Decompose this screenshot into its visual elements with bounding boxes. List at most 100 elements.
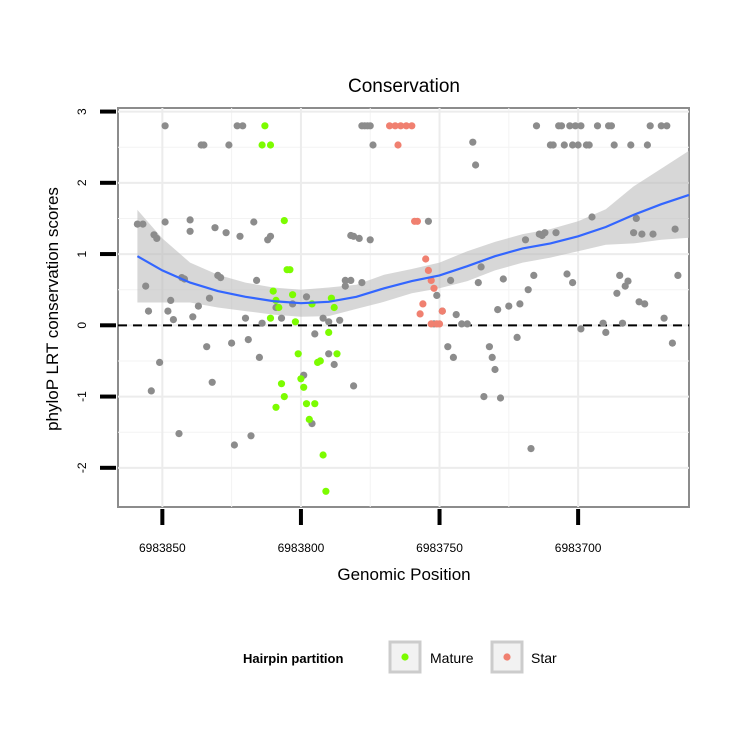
- data-point-other: [186, 216, 194, 224]
- data-point-mature: [258, 141, 266, 149]
- confidence-band: [137, 150, 689, 317]
- data-point-other: [463, 320, 471, 328]
- data-point-other: [203, 343, 211, 351]
- data-point-other: [577, 122, 585, 130]
- data-point-other: [133, 220, 141, 228]
- data-point-star: [402, 122, 410, 130]
- data-point-other: [627, 141, 635, 149]
- legend-marker-mature: [401, 653, 409, 661]
- data-point-star: [422, 255, 430, 263]
- data-point-mature: [280, 217, 288, 225]
- data-point-other: [491, 365, 499, 374]
- data-point-other: [208, 378, 216, 386]
- data-point-other: [646, 122, 654, 130]
- data-point-other: [167, 296, 175, 304]
- data-point-mature: [266, 141, 275, 149]
- data-point-other: [189, 313, 197, 321]
- data-point-other: [153, 234, 161, 242]
- data-point-other: [566, 122, 574, 130]
- data-point-other: [369, 141, 377, 149]
- data-point-other: [311, 330, 319, 338]
- data-point-other: [350, 382, 358, 390]
- legend-item-mature: Mature: [388, 640, 474, 674]
- data-point-other: [358, 279, 366, 287]
- y-tick-label: -1: [75, 391, 89, 402]
- data-point-other: [228, 339, 236, 347]
- data-point-other: [447, 276, 455, 284]
- data-point-other: [194, 302, 202, 310]
- data-point-other: [355, 234, 363, 242]
- data-point-other: [485, 343, 493, 351]
- data-point-other: [350, 232, 358, 240]
- data-point-other: [449, 353, 457, 361]
- data-point-other: [266, 232, 275, 240]
- data-point-other: [255, 353, 263, 361]
- data-point-mature: [305, 415, 313, 423]
- data-point-other: [230, 441, 238, 449]
- data-point-other: [560, 141, 568, 149]
- data-point-mature: [272, 403, 280, 411]
- data-point-star: [427, 320, 435, 328]
- data-point-other: [217, 274, 225, 282]
- data-point-other: [496, 394, 505, 402]
- plot-panel: [117, 107, 690, 508]
- data-point-other: [200, 141, 208, 149]
- data-point-mature: [266, 314, 275, 322]
- data-point-mature: [302, 400, 311, 408]
- data-point-other: [277, 314, 286, 322]
- data-point-other: [144, 307, 153, 315]
- data-point-other: [563, 270, 571, 278]
- data-point-other: [325, 318, 333, 326]
- data-point-other: [325, 350, 333, 358]
- data-point-other: [142, 282, 150, 290]
- data-point-other: [250, 218, 258, 226]
- data-point-other: [530, 271, 538, 279]
- data-point-other: [319, 314, 327, 322]
- data-point-star: [438, 307, 446, 315]
- data-point-other: [616, 271, 624, 279]
- data-point-other: [549, 141, 557, 149]
- data-point-mature: [325, 328, 333, 336]
- data-point-other: [222, 229, 230, 237]
- data-point-star: [413, 217, 421, 225]
- data-point-mature: [280, 393, 288, 401]
- data-point-other: [610, 141, 618, 149]
- data-point-other: [161, 218, 169, 226]
- data-point-other: [552, 229, 560, 237]
- data-point-other: [164, 307, 172, 315]
- data-point-mature: [319, 451, 327, 459]
- data-point-other: [638, 230, 646, 238]
- legend-marker-star: [503, 653, 511, 661]
- data-point-mature: [322, 487, 330, 495]
- y-tick-label: -2: [75, 462, 89, 473]
- data-point-other: [239, 122, 247, 130]
- data-point-other: [452, 311, 460, 319]
- data-point-other: [569, 279, 577, 287]
- data-point-other: [618, 319, 627, 327]
- data-point-star: [386, 122, 394, 130]
- smooth-line-layer: [136, 193, 690, 305]
- data-point-other: [161, 122, 169, 130]
- data-point-mature: [269, 287, 277, 295]
- data-point-other: [205, 294, 214, 302]
- data-point-other: [524, 286, 532, 294]
- data-point-other: [527, 445, 535, 453]
- legend-item-star: Star: [490, 640, 557, 674]
- x-tick-label: 6983750: [416, 541, 463, 555]
- data-point-other: [593, 122, 602, 130]
- data-point-star: [424, 266, 432, 274]
- data-point-other: [624, 277, 632, 285]
- data-point-other: [241, 314, 250, 322]
- data-point-other: [433, 291, 441, 299]
- data-point-other: [225, 141, 233, 149]
- data-point-other: [657, 122, 665, 130]
- data-point-mature: [286, 266, 294, 274]
- data-point-other: [585, 141, 593, 149]
- y-axis-title: phyloP LRT conservation scores: [43, 187, 62, 431]
- data-point-mature: [289, 291, 297, 299]
- data-point-other: [663, 122, 671, 130]
- data-point-mature: [277, 380, 286, 388]
- points-layer: [133, 122, 682, 495]
- data-point-other: [643, 141, 652, 149]
